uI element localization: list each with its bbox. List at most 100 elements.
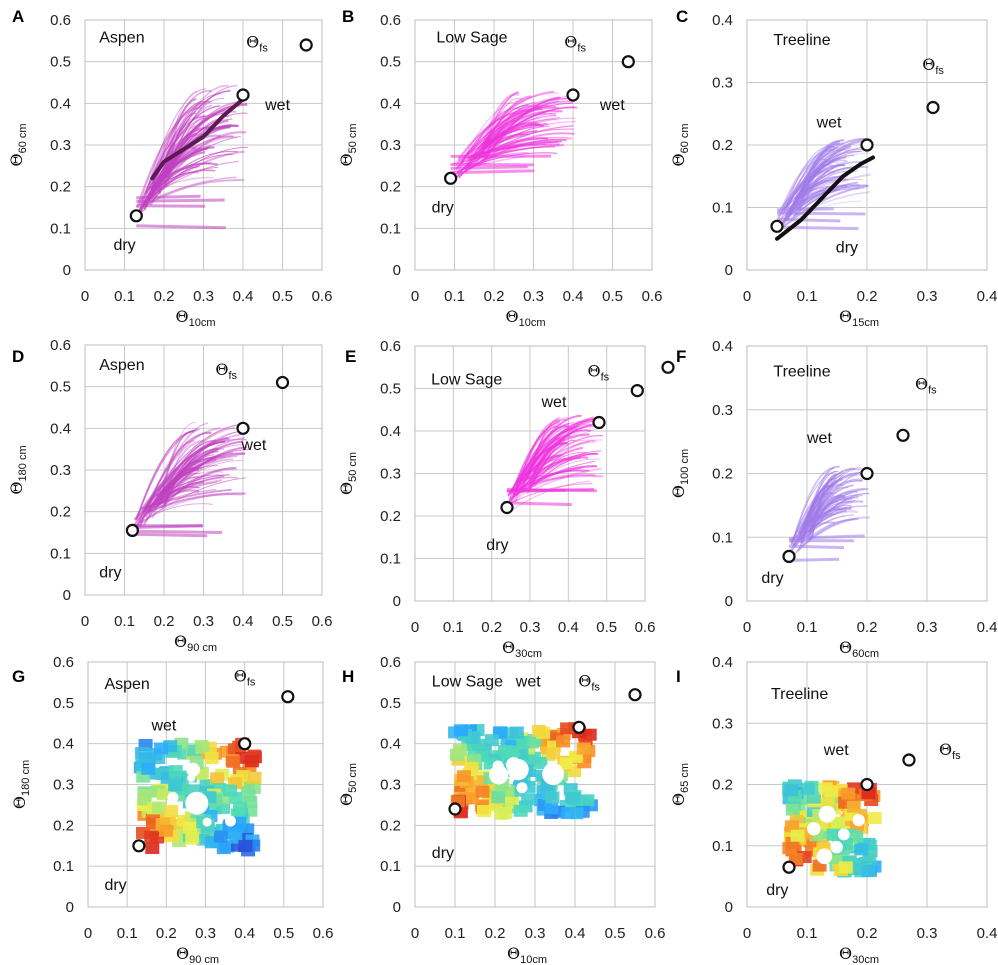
panel-e: 0 0.1 0.2 0.3 0.4 0.5 0.600.10.20.30.40.50.6Θ3… (337, 338, 675, 660)
x-tick-label: 0.5 (602, 288, 623, 305)
trajectory-line (157, 474, 224, 507)
density-cell (232, 801, 247, 814)
x-axis-label: Θ90 cm (176, 944, 219, 965)
x-tick-label: 0.2 (481, 619, 502, 636)
density-gap (830, 840, 843, 854)
trajectory-band (776, 211, 866, 216)
y-tick-label: 0.2 (712, 777, 733, 794)
trajectory-band (136, 194, 201, 200)
y-tick-label: 0 (725, 262, 733, 279)
trajectory-line (790, 494, 863, 553)
trajectory-line (530, 467, 602, 492)
data-body (450, 90, 578, 181)
panel-letter: F (676, 347, 686, 366)
x-axis-symbol: Θ (175, 307, 188, 326)
x-axis-symbol: Θ (174, 632, 187, 651)
panel-h: 0 0.1 0.2 0.3 0.4 0.5 0.600.10.20.30.40.50.6Θ1… (337, 654, 665, 965)
trajectory-line (792, 471, 837, 539)
y-tick-label: 0.6 (53, 654, 74, 671)
trajectory-line (788, 505, 868, 544)
trajectory-line (784, 138, 844, 209)
trajectory-line (517, 474, 575, 501)
y-tick-label: 0.2 (712, 466, 733, 483)
trajectory-line (798, 170, 859, 198)
marker-fs (926, 100, 940, 115)
density-cell (216, 842, 231, 855)
data-body (135, 84, 249, 230)
x-axis-subscript: 30cm (515, 648, 542, 660)
trajectory-line (140, 433, 245, 512)
density-cell (784, 784, 799, 797)
y-tick-label: 0.1 (50, 545, 71, 562)
trajectory-line (788, 142, 844, 217)
x-tick-label: 0 (743, 925, 751, 942)
trajectory-line (528, 416, 602, 484)
y-axis-label: Θ65 cm (669, 763, 691, 806)
y-axis-label: Θ180 cm (10, 760, 32, 809)
panel-letter: B (342, 7, 354, 26)
fs-subscript: fs (591, 682, 600, 694)
density-gap (542, 763, 565, 786)
y-tick-label: 0 (63, 587, 71, 604)
y-axis-symbol: Θ (10, 796, 29, 809)
panel-letter: E (345, 347, 356, 366)
fs-subscript: fs (247, 677, 256, 689)
trajectory-band (136, 224, 226, 230)
density-gap (225, 815, 236, 827)
density-cell (546, 747, 561, 760)
y-tick-label: 0.4 (53, 736, 74, 753)
x-tick-label: 0.2 (156, 925, 177, 942)
y-tick-label: 0.3 (380, 466, 401, 483)
trajectory-band (788, 557, 840, 562)
x-axis-label: Θ10cm (175, 307, 215, 329)
x-tick-label: 0.2 (154, 613, 175, 630)
trajectory-line (145, 88, 207, 194)
trajectory-line (803, 488, 869, 533)
y-tick-label: 0.5 (380, 54, 401, 71)
fs-subscript: fs (601, 372, 610, 384)
x-axis-subscript: 10cm (520, 954, 547, 965)
fs-symbol: Θ (922, 55, 935, 74)
site-label: Low Sage (436, 30, 507, 47)
field-saturation-label: Θfs (915, 374, 937, 396)
density-cell (204, 752, 219, 765)
trajectory-line (810, 500, 864, 531)
density-cell (790, 829, 805, 842)
density-cell (556, 735, 571, 748)
panel-letter: H (342, 667, 354, 686)
trajectory-line (158, 422, 209, 493)
marker-wet (572, 720, 586, 734)
density-cell (213, 830, 228, 843)
trajectory-line (149, 160, 239, 199)
x-axis-subscript: 10cm (519, 317, 546, 329)
trajectory-line (454, 92, 559, 167)
trajectory-line (466, 100, 576, 168)
trajectory-line (533, 470, 586, 485)
density-gap (185, 791, 209, 815)
y-axis-label: Θ50 cm (337, 452, 359, 495)
trajectory-line (810, 492, 833, 529)
y-axis-label: Θ50 cm (337, 123, 359, 166)
trajectory-line (136, 100, 211, 209)
x-axis-symbol: Θ (839, 638, 852, 657)
trajectory-line (145, 126, 211, 195)
trajectory-line (143, 440, 226, 512)
trajectory-line (527, 439, 576, 493)
marker-dry (770, 219, 784, 233)
density-cell (824, 785, 839, 798)
marker-wet (236, 421, 250, 435)
density-cell (137, 789, 152, 802)
field-saturation-label: Θfs (246, 33, 268, 55)
x-axis-label: Θ30cm (839, 944, 879, 965)
density-cell (861, 865, 876, 878)
trajectory-line (149, 172, 200, 199)
trajectory-line (509, 473, 596, 500)
site-label: Aspen (99, 30, 144, 47)
x-tick-label: 0.2 (484, 288, 505, 305)
y-axis-label: Θ50 cm (337, 763, 359, 806)
trajectory-line (137, 448, 225, 521)
x-tick-label: 0.5 (272, 288, 293, 305)
x-tick-label: 0.6 (645, 925, 666, 942)
